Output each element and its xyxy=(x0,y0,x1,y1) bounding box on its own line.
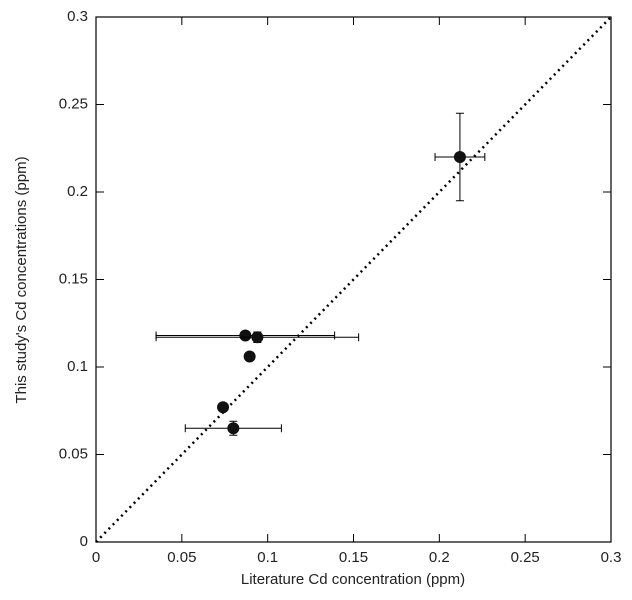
reference-line xyxy=(95,16,612,543)
point xyxy=(243,350,256,363)
y-tick-label: 0.05 xyxy=(59,445,88,462)
y-tick-label: 0.1 xyxy=(67,358,88,375)
y-tick-label: 0.3 xyxy=(67,8,88,25)
point xyxy=(251,331,264,344)
point xyxy=(453,151,466,163)
y-tick-label: 0 xyxy=(80,533,88,550)
x-axis-label: Literature Cd concentration (ppm) xyxy=(241,571,465,588)
y-axis-label: This study's Cd concentrations (ppm) xyxy=(13,156,30,403)
y-tick-label: 0.15 xyxy=(59,270,88,287)
x-tick-label: 0.2 xyxy=(429,549,450,566)
x-tick-label: 0.05 xyxy=(167,549,196,566)
x-tick-label: 0.3 xyxy=(601,549,622,566)
x-tick-label: 0 xyxy=(92,549,100,566)
x-tick-label: 0.15 xyxy=(339,549,368,566)
point xyxy=(217,401,230,414)
x-tick-label: 0.25 xyxy=(511,549,540,566)
point xyxy=(227,422,240,435)
point xyxy=(239,329,252,342)
y-tick-label: 0.2 xyxy=(67,183,88,200)
x-tick-label: 0.1 xyxy=(257,549,278,566)
y-tick-label: 0.25 xyxy=(59,95,88,112)
